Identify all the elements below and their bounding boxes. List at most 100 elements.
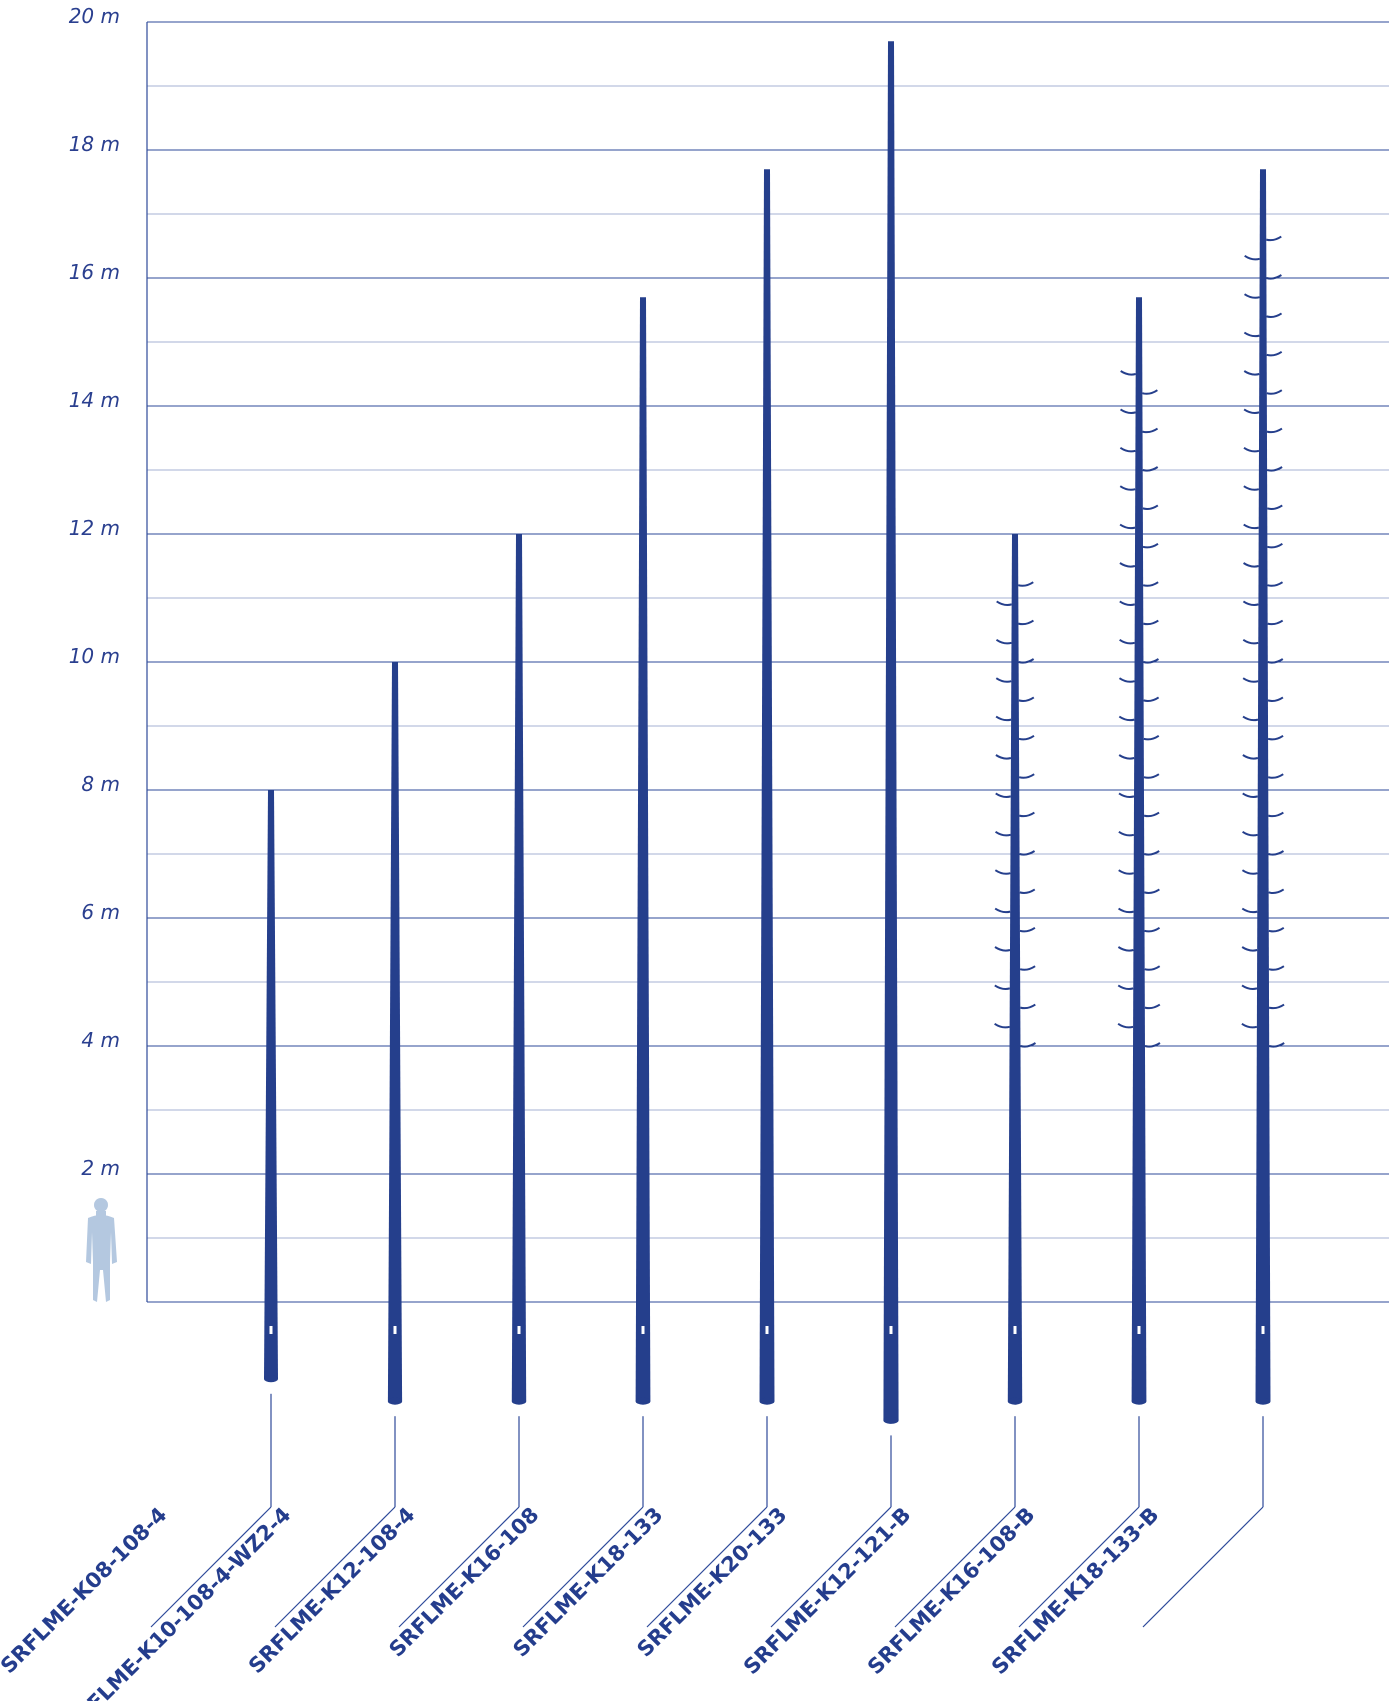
pole-foot: [264, 1375, 278, 1383]
step-bolt: [1118, 869, 1134, 875]
step-bolt: [1268, 850, 1285, 856]
y-tick-label: 18 m: [69, 132, 120, 156]
step-bolt: [1243, 331, 1260, 338]
step-bolt: [1144, 1042, 1161, 1048]
step-bolt: [994, 946, 1011, 952]
pole-SRFLME-K20-133: [883, 41, 899, 1424]
leader-diagonal: [398, 1506, 520, 1628]
step-bolt: [1242, 830, 1258, 837]
step-bolt: [1019, 888, 1036, 894]
leader-diagonal: [1142, 1506, 1264, 1628]
pole-label-group: SRFLME-K12-121-B: [739, 1416, 1016, 1679]
step-bolt: [1242, 600, 1259, 606]
pole-SRFLME-K08-108-4: [264, 790, 278, 1383]
y-tick-label: 8 m: [81, 772, 120, 796]
step-bolt: [1119, 408, 1136, 414]
step-bolt: [1144, 888, 1160, 894]
step-bolt: [1142, 427, 1159, 434]
step-bolt: [1142, 389, 1158, 395]
step-bolt: [1241, 907, 1258, 914]
step-bolt: [1267, 773, 1284, 779]
pole-label-group: SRFLME-K18-133-B: [987, 1416, 1264, 1679]
step-bolt: [995, 715, 1012, 722]
step-bolt: [1019, 965, 1036, 971]
leader-diagonal: [770, 1506, 892, 1628]
pole-SRFLME-K18-133: [759, 169, 775, 1405]
step-bolt: [1266, 312, 1283, 318]
pole-label-group: SRFLME-K16-108-B: [863, 1416, 1140, 1679]
pole-shaft: [387, 662, 403, 1402]
step-bolt: [995, 792, 1011, 798]
step-bolt: [1241, 1022, 1258, 1029]
step-bolt: [1118, 907, 1134, 914]
step-bolt: [1243, 408, 1260, 414]
pole-shaft: [264, 790, 278, 1379]
pole-foot: [759, 1397, 775, 1405]
pole-shaft: [1131, 297, 1147, 1402]
step-bolt: [1268, 888, 1285, 894]
leader-diagonal: [646, 1506, 768, 1628]
step-bolt: [1268, 1042, 1285, 1048]
pole-marker: [393, 1326, 397, 1334]
pole-marker: [1137, 1326, 1141, 1334]
step-bolt: [1241, 984, 1258, 990]
step-bolt: [1267, 696, 1284, 702]
step-bolt: [995, 677, 1012, 683]
step-bolt: [1118, 792, 1135, 798]
pole-labels: SRFLME-K08-108-4SRFLME-K10-108-4-WZ2-4SR…: [0, 1393, 1264, 1701]
pole-foot: [387, 1397, 403, 1405]
step-bolt: [1243, 485, 1260, 491]
step-bolt: [1142, 466, 1159, 472]
step-bolt: [1242, 677, 1259, 683]
step-bolt: [1142, 504, 1159, 510]
pole-SRFLME-K12-108-4: [511, 534, 527, 1405]
step-bolt: [1268, 965, 1285, 971]
step-bolt: [1266, 466, 1283, 472]
step-bolt: [1243, 523, 1259, 530]
step-bolt: [1119, 485, 1136, 491]
leader-diagonal: [522, 1506, 644, 1628]
pole-label-group: SRFLME-K08-108-4: [0, 1393, 272, 1678]
step-bolt: [1119, 600, 1136, 606]
step-bolt: [1118, 715, 1135, 722]
step-bolt: [1117, 984, 1134, 990]
leader-diagonal: [894, 1506, 1016, 1628]
step-bolt: [1119, 523, 1136, 530]
y-tick-label: 2 m: [81, 1156, 120, 1180]
pole-shaft: [635, 297, 651, 1402]
step-bolt: [1267, 542, 1283, 549]
step-bolt: [1268, 926, 1285, 933]
step-bolt: [994, 1022, 1010, 1029]
step-bolt: [1143, 850, 1160, 856]
y-tick-label: 20 m: [69, 4, 120, 28]
step-bolt: [1267, 619, 1284, 626]
step-bolt: [1018, 619, 1034, 626]
step-bolt: [1243, 562, 1259, 568]
step-bolt: [1119, 446, 1136, 453]
step-bolt: [1117, 946, 1134, 952]
pole-marker: [889, 1326, 893, 1334]
step-bolt: [1267, 734, 1284, 741]
pole-foot: [1007, 1397, 1023, 1405]
step-bolt: [1267, 581, 1284, 587]
pole-marker: [1013, 1326, 1017, 1334]
step-bolt: [1266, 389, 1283, 395]
pole-SRFLME-K18-133-B: [1241, 169, 1285, 1405]
step-bolt: [1241, 869, 1258, 875]
step-bolt: [1267, 658, 1284, 664]
y-tick-label: 16 m: [69, 260, 120, 284]
step-bolt: [1242, 754, 1259, 760]
leader-diagonal: [1018, 1506, 1140, 1628]
step-bolt: [1244, 254, 1260, 261]
pole-foot: [1131, 1397, 1147, 1405]
step-bolt: [1144, 926, 1161, 933]
step-bolt: [1017, 581, 1034, 587]
pole-SRFLME-K10-108-4-WZ2-4: [387, 662, 403, 1405]
step-bolt: [995, 754, 1012, 760]
step-bolt: [1019, 926, 1036, 933]
pole-foot: [511, 1397, 527, 1405]
step-bolt: [1144, 965, 1161, 971]
leader-diagonal: [150, 1506, 272, 1628]
step-bolt: [1118, 677, 1135, 683]
pole-marker: [765, 1326, 769, 1334]
